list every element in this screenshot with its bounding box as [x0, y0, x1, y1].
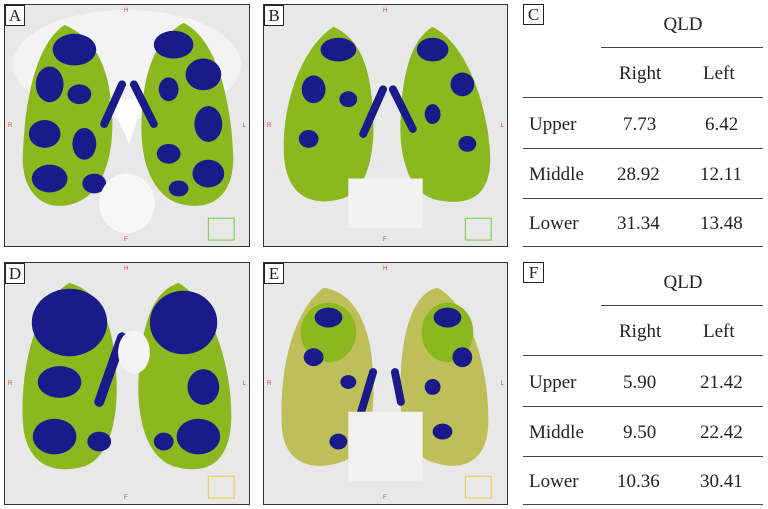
column-header: Right: [619, 63, 662, 84]
orientation-right: L: [242, 123, 246, 129]
column-header: Left: [703, 321, 735, 342]
orientation-right: L: [242, 381, 246, 387]
lung-ct-image: [264, 263, 507, 504]
table-title: QLD: [663, 272, 703, 293]
panel-label: B: [264, 5, 284, 26]
orientation-bottom: F: [124, 237, 128, 243]
value-right: 31.34: [617, 213, 660, 234]
column-rule: [523, 97, 763, 98]
row-label: Middle: [529, 164, 584, 185]
value-right: 28.92: [617, 164, 660, 185]
value-right: 10.36: [617, 471, 660, 492]
value-left: 21.42: [700, 372, 743, 393]
orientation-right: L: [500, 123, 504, 129]
table-title: QLD: [663, 14, 703, 35]
header-rule: [601, 47, 763, 48]
row-label: Middle: [529, 422, 584, 443]
orientation-left: R: [8, 123, 13, 129]
ct-panel-b: B H R L F: [263, 4, 508, 247]
ct-panel-d: D H R L F: [4, 262, 250, 505]
row-rule: [523, 148, 763, 149]
panel-label: E: [264, 263, 284, 284]
value-right: 9.50: [623, 422, 657, 443]
row-label: Lower: [529, 471, 579, 492]
ct-panel-a: A H R L F: [4, 4, 250, 247]
header-rule: [601, 305, 763, 306]
column-header: Left: [703, 63, 735, 84]
orientation-right: L: [500, 381, 504, 387]
value-left: 30.41: [700, 471, 743, 492]
ct-panel-e: E H R L F: [263, 262, 508, 505]
value-left: 6.42: [705, 114, 739, 135]
row-rule: [523, 198, 763, 199]
value-right: 7.73: [623, 114, 657, 135]
value-left: 22.42: [700, 422, 743, 443]
orientation-left: R: [8, 381, 13, 387]
column-header: Right: [619, 321, 662, 342]
row-rule: [523, 406, 763, 407]
panel-label: F: [523, 262, 544, 283]
panel-label: C: [523, 4, 544, 25]
value-left: 12.11: [700, 164, 743, 185]
orientation-bottom: F: [124, 495, 128, 501]
lung-ct-image: [264, 5, 507, 246]
orientation-top: H: [124, 266, 129, 272]
row-rule: [523, 456, 763, 457]
qld-table-f: F QLD Right Left Upper 5.90 21.42 Middle…: [523, 262, 763, 505]
value-left: 13.48: [700, 213, 743, 234]
bottom-rule: [523, 246, 763, 247]
row-label: Upper: [529, 372, 577, 393]
orientation-top: H: [383, 8, 388, 14]
bottom-rule: [523, 504, 763, 505]
lung-ct-image: [5, 263, 249, 504]
orientation-bottom: F: [383, 237, 387, 243]
panel-label: A: [5, 5, 25, 26]
orientation-top: H: [383, 266, 388, 272]
value-right: 5.90: [623, 372, 657, 393]
orientation-top: H: [124, 8, 129, 14]
panel-label: D: [5, 263, 25, 284]
qld-table-c: C QLD Right Left Upper 7.73 6.42 Middle …: [523, 4, 763, 247]
row-label: Lower: [529, 213, 579, 234]
orientation-bottom: F: [383, 495, 387, 501]
lung-ct-image: [5, 5, 249, 246]
column-rule: [523, 355, 763, 356]
orientation-left: R: [267, 123, 272, 129]
row-label: Upper: [529, 114, 577, 135]
orientation-left: R: [267, 381, 272, 387]
